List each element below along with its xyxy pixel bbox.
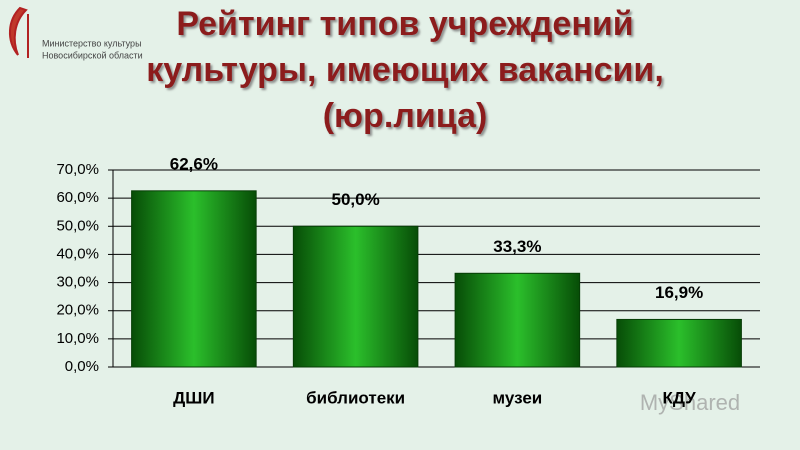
data-label: 16,9% [655, 283, 703, 302]
bar [454, 272, 581, 368]
bar [131, 190, 257, 368]
x-tick-label: КДУ [662, 388, 696, 407]
data-label: 50,0% [332, 190, 380, 209]
chart-title: (юр.лица) [323, 97, 488, 135]
data-label: 62,6% [170, 154, 218, 173]
bar [616, 318, 742, 368]
watermark: MyShared [640, 390, 740, 415]
y-tick-label: 60,0% [56, 189, 99, 206]
y-tick-label: 70,0% [56, 161, 99, 178]
y-tick-label: 0,0% [65, 358, 99, 375]
y-tick-label: 20,0% [56, 302, 99, 319]
y-tick-label: 30,0% [56, 274, 99, 291]
logo-text: Новосибирской области [42, 50, 143, 60]
data-label: 33,3% [493, 237, 541, 256]
x-tick-label: библиотеки [306, 388, 405, 407]
logo-icon [9, 6, 29, 58]
logo-text: Министерство культуры [42, 38, 142, 48]
y-tick-label: 50,0% [56, 217, 99, 234]
chart-title: Рейтинг типов учреждений [176, 5, 633, 43]
bar [292, 225, 419, 368]
chart-title: культуры, имеющих вакансии, [146, 51, 664, 89]
x-tick-label: ДШИ [173, 388, 214, 407]
y-tick-label: 10,0% [56, 330, 99, 347]
x-tick-label: музеи [493, 388, 543, 407]
y-tick-label: 40,0% [56, 245, 99, 262]
